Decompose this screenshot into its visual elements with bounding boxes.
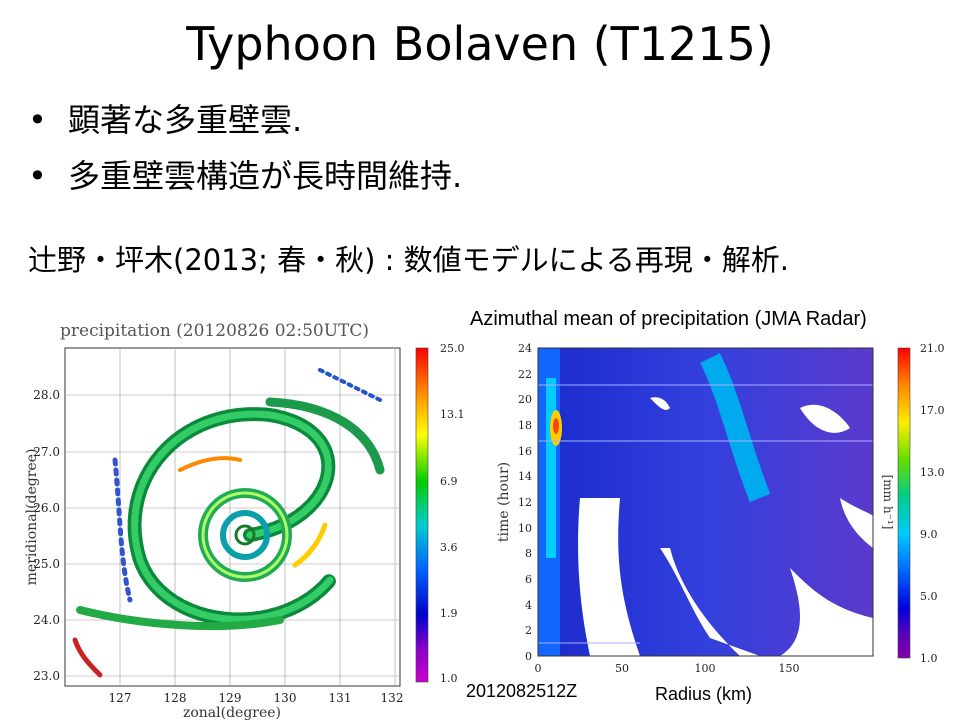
hovmoller-y-ticks: 24 22 20 18 16 14 12 10 8 6 4 2 0	[518, 342, 532, 663]
colorbar-tick-label: 13.1	[440, 408, 465, 421]
map-grid	[65, 348, 400, 686]
hovmoller-colorbar-ticks: 21.0 17.0 13.0 9.0 5.0 1.0	[920, 342, 945, 665]
hovmoller-title: Azimuthal mean of precipitation (JMA Rad…	[470, 308, 867, 330]
x-tick-label: 130	[274, 691, 297, 705]
colorbar-unit-label: [mm h⁻¹]	[881, 475, 895, 530]
colorbar-tick-label: 17.0	[920, 404, 945, 417]
y-tick-label: 24.0	[33, 613, 60, 627]
y-tick-label: 22	[518, 368, 532, 381]
y-tick-label: 2	[525, 624, 532, 637]
y-tick-label: 16	[518, 445, 532, 458]
colorbar-tick-label: 6.9	[440, 475, 458, 488]
y-tick-label: 26.0	[33, 501, 60, 515]
colorbar-tick-label: 5.0	[920, 590, 938, 603]
hovmoller-x-axis-label: Radius (km)	[655, 684, 753, 704]
y-tick-label: 12	[518, 496, 532, 509]
y-tick-label: 4	[525, 599, 532, 612]
bullet-symbol: •	[28, 101, 47, 139]
bullet-list: • 顕著な多重壁雲. • 多重壁雲構造が長時間維持.	[28, 92, 462, 204]
slide-title: Typhoon Bolaven (T1215)	[186, 17, 774, 71]
y-tick-label: 27.0	[33, 445, 60, 459]
y-tick-label: 0	[525, 650, 532, 663]
y-tick-label: 14	[518, 470, 532, 483]
bullet-item: • 顕著な多重壁雲.	[28, 92, 462, 148]
y-tick-label: 20	[518, 393, 532, 406]
bullet-item: • 多重壁雲構造が長時間維持.	[28, 148, 462, 204]
colorbar-tick-label: 3.6	[440, 541, 458, 554]
bullet-text: 多重壁雲構造が長時間維持.	[68, 157, 463, 195]
colorbar-tick-label: 1.0	[920, 652, 938, 665]
y-tick-label: 25.0	[33, 557, 60, 571]
hovmoller-figure: 24 22 20 18 16 14 12 10 8 6 4 2 0 0 50 1…	[496, 342, 945, 675]
map-y-axis-label: meridional(degree)	[24, 449, 40, 586]
bullet-text: 顕著な多重壁雲.	[68, 101, 303, 139]
bullet-symbol: •	[28, 157, 47, 195]
y-tick-label: 23.0	[33, 669, 60, 683]
y-tick-label: 8	[525, 547, 532, 560]
x-tick-label: 129	[219, 691, 242, 705]
map-y-ticks: 28.0 27.0 26.0 25.0 24.0 23.0	[33, 388, 60, 683]
hovmoller-x-ticks: 0 50 100 150	[535, 662, 800, 675]
y-tick-label: 24	[518, 342, 532, 355]
x-tick-label: 132	[381, 691, 404, 705]
x-tick-label: 0	[535, 662, 542, 675]
map-x-ticks: 127 128 129 130 131 132	[109, 691, 404, 705]
colorbar-tick-label: 1.0	[440, 672, 458, 685]
y-tick-label: 6	[525, 573, 532, 586]
hovmoller-y-axis-label: time (hour)	[496, 462, 512, 542]
x-tick-label: 127	[109, 691, 132, 705]
y-tick-label: 28.0	[33, 388, 60, 402]
hovmoller-shading	[538, 348, 873, 656]
x-tick-label: 100	[695, 662, 716, 675]
colorbar-tick-label: 1.9	[440, 607, 458, 620]
x-tick-label: 150	[779, 662, 800, 675]
hovmoller-colorbar	[897, 347, 911, 659]
map-x-axis-label: zonal(degree)	[183, 705, 281, 720]
map-colorbar	[415, 347, 429, 683]
colorbar-tick-label: 9.0	[920, 528, 938, 541]
x-tick-label: 50	[615, 662, 629, 675]
precipitation-map-figure: precipitation (20120826 02:50UTC) 127 12…	[24, 321, 465, 720]
colorbar-tick-label: 21.0	[920, 342, 945, 355]
y-tick-label: 18	[518, 419, 532, 432]
map-title: precipitation (20120826 02:50UTC)	[60, 321, 369, 341]
x-tick-label: 128	[164, 691, 187, 705]
reference-line: 辻野・坪木(2013; 春・秋) : 数値モデルによる再現・解析.	[28, 243, 789, 277]
rainband-pattern	[72, 368, 385, 678]
colorbar-tick-label: 25.0	[440, 342, 465, 355]
start-time-label: 2012082512Z	[466, 681, 578, 701]
x-tick-label: 131	[329, 691, 352, 705]
colorbar-tick-label: 13.0	[920, 466, 945, 479]
y-tick-label: 10	[518, 522, 532, 535]
map-colorbar-ticks: 25.0 13.1 6.9 3.6 1.9 1.0	[440, 342, 465, 685]
